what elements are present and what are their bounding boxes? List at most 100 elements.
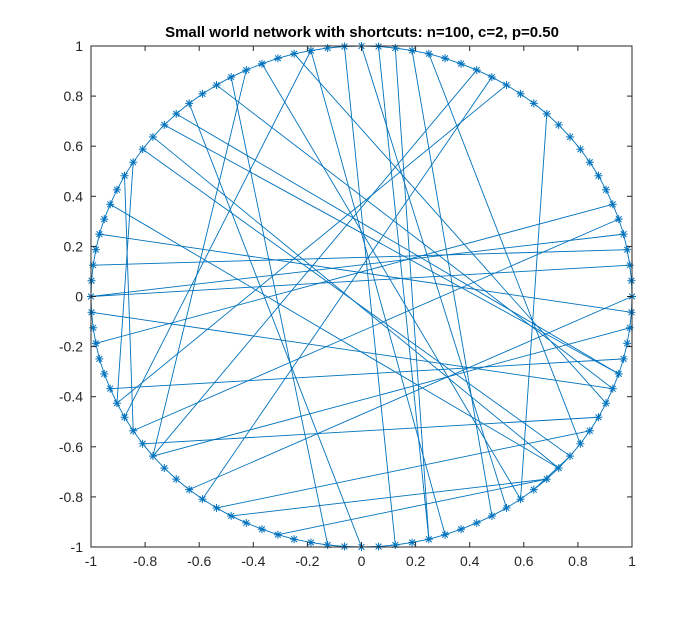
node-73 [323, 540, 332, 549]
node-44 [106, 200, 115, 209]
x-tick-label-3: -0.4 [241, 553, 265, 569]
node-43 [112, 185, 121, 194]
edge-117 [93, 249, 628, 266]
edge-132 [533, 455, 571, 490]
edge-28 [294, 50, 312, 55]
edge-34 [202, 84, 217, 95]
edge-29 [277, 53, 295, 59]
node-42 [120, 171, 129, 180]
edge-17 [476, 69, 493, 78]
node-6 [608, 200, 617, 209]
node-34 [212, 81, 221, 90]
node-26 [340, 42, 349, 51]
node-74 [340, 542, 349, 551]
node-36 [185, 99, 194, 108]
edge-81 [460, 522, 477, 530]
y-tick-label-10: 1 [75, 38, 83, 54]
edge-125 [91, 311, 613, 390]
edge-128 [188, 103, 362, 548]
edge-42 [116, 175, 125, 191]
node-41 [129, 158, 138, 167]
edge-71 [294, 538, 312, 543]
node-52 [89, 323, 98, 332]
edge-112 [428, 53, 581, 444]
node-67 [227, 511, 236, 520]
edge-130 [116, 84, 507, 404]
node-15 [516, 89, 525, 98]
x-tick-label-9: 0.8 [568, 553, 588, 569]
node-83 [487, 511, 496, 520]
edge-82 [476, 515, 493, 524]
edge-111 [411, 50, 493, 517]
x-tick-label-10: 1 [628, 553, 636, 569]
x-tick-label-5: 0 [358, 553, 366, 569]
node-21 [424, 49, 433, 58]
edge-115 [520, 113, 548, 500]
edge-127 [344, 46, 396, 546]
node-1 [627, 276, 636, 285]
node-98 [625, 323, 634, 332]
node-56 [106, 384, 115, 393]
edge-78 [411, 538, 429, 543]
y-tick-label-6: 0.2 [64, 238, 84, 254]
node-53 [91, 339, 100, 348]
edge-103 [116, 162, 134, 404]
edge-43 [109, 189, 118, 205]
node-30 [273, 54, 282, 63]
node-66 [212, 503, 221, 512]
edge-119 [216, 84, 614, 390]
edge-66 [216, 507, 232, 517]
node-69 [257, 525, 266, 534]
node-95 [614, 369, 623, 378]
node-47 [91, 245, 100, 254]
edge-6 [605, 189, 614, 205]
node-11 [566, 132, 575, 141]
edge-46 [95, 234, 100, 250]
edge-84 [506, 498, 521, 509]
edge-16 [491, 76, 507, 86]
edge-121 [90, 233, 624, 297]
x-tick-label-7: 0.4 [460, 553, 480, 569]
node-31 [257, 59, 266, 68]
x-tick-label-8: 0.6 [514, 553, 534, 569]
edge-131 [99, 233, 632, 313]
node-4 [619, 230, 628, 239]
node-12 [554, 120, 563, 129]
edge-80 [444, 528, 462, 536]
edge-116 [230, 76, 329, 546]
edge-55 [103, 373, 111, 389]
node-86 [529, 485, 538, 494]
node-97 [623, 339, 632, 348]
edge-56 [109, 388, 118, 404]
edge-106 [261, 63, 521, 500]
x-tick-label-1: -0.8 [133, 553, 157, 569]
node-20 [441, 54, 450, 63]
node-16 [502, 81, 511, 90]
edge-134 [231, 478, 547, 517]
node-70 [273, 530, 282, 539]
y-tick-label-3: -0.4 [59, 389, 83, 405]
node-17 [487, 73, 496, 82]
edge-136 [133, 218, 619, 432]
edge-118 [175, 113, 619, 375]
edge-69 [261, 528, 279, 536]
edge-129 [142, 148, 571, 457]
node-60 [138, 439, 147, 448]
y-tick-label-8: 0.6 [64, 138, 84, 154]
edge-83 [491, 507, 507, 517]
edge-107 [202, 76, 493, 500]
node-84 [502, 503, 511, 512]
y-tick-label-9: 0.8 [64, 88, 84, 104]
edge-18 [460, 63, 477, 71]
node-58 [120, 413, 129, 422]
edge-67 [230, 515, 247, 524]
axes-layer: -1 -0.8 -0.6 -0.4 -0.2 0 0.2 0.4 0.6 0.8 1 -1 -0.8 -0… [59, 38, 636, 569]
edge-41 [124, 161, 134, 177]
chart-title: Small world network with shortcuts: n=10… [165, 24, 559, 41]
edges-layer [90, 45, 633, 548]
edge-114 [95, 203, 613, 344]
edge-105 [124, 50, 312, 418]
node-68 [242, 518, 251, 527]
node-62 [160, 464, 169, 473]
edge-123 [152, 69, 478, 457]
